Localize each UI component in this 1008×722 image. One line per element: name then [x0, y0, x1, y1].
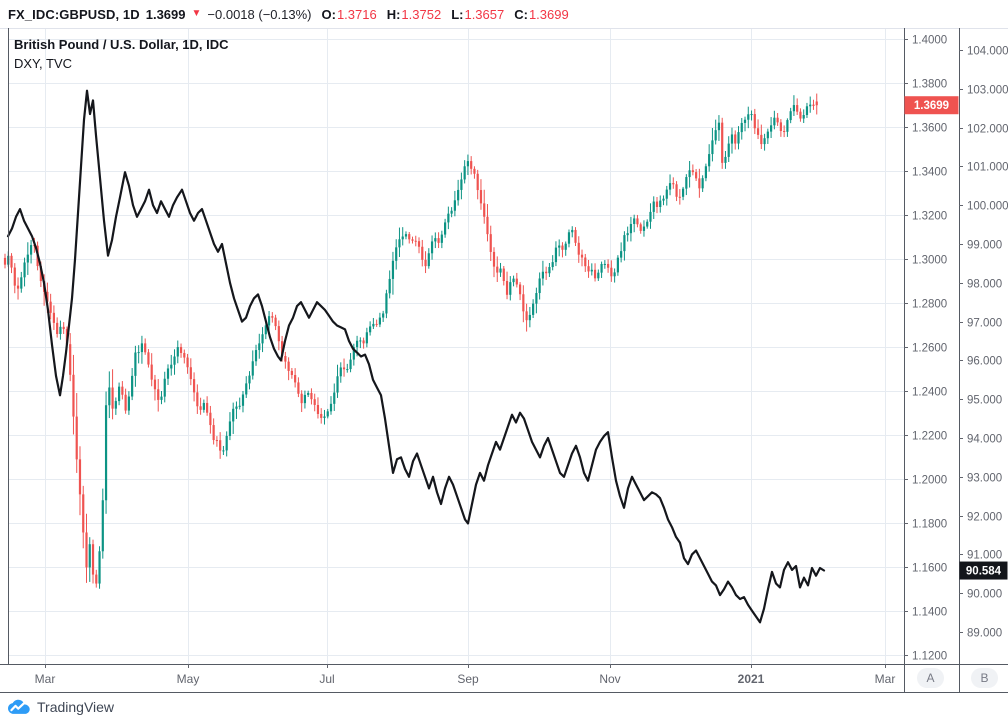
down-triangle-icon: ▼	[191, 8, 202, 19]
tradingview-attribution[interactable]: TradingView	[7, 699, 114, 715]
svg-text:92.000: 92.000	[967, 512, 1002, 524]
svg-text:1.1600: 1.1600	[912, 563, 947, 575]
high-value: 1.3752	[401, 6, 442, 22]
svg-text:90.000: 90.000	[967, 589, 1002, 601]
dxy-line-series	[6, 89, 826, 624]
legend-main-series[interactable]: British Pound / U.S. Dollar, 1D, IDC	[14, 37, 229, 52]
svg-text:1.3400: 1.3400	[912, 167, 947, 179]
svg-text:1.3699: 1.3699	[914, 100, 949, 112]
low-label: L:	[451, 6, 464, 22]
gbpusd-price-label: 1.3699	[904, 96, 959, 115]
ohlc-close: C:1.3699	[514, 7, 568, 22]
low-value: 1.3657	[464, 6, 505, 22]
svg-text:Mar: Mar	[35, 672, 56, 686]
tradingview-logo-icon	[8, 699, 30, 714]
svg-text:1.2200: 1.2200	[912, 431, 947, 443]
svg-text:93.000: 93.000	[967, 473, 1002, 485]
time-axis[interactable]: Mar May Jul Sep Nov 2021 Mar	[35, 664, 896, 686]
svg-text:Jul: Jul	[319, 672, 334, 686]
svg-text:1.3600: 1.3600	[912, 123, 947, 135]
svg-text:94.000: 94.000	[967, 434, 1002, 446]
svg-text:96.000: 96.000	[967, 356, 1002, 368]
high-label: H:	[386, 6, 401, 22]
svg-text:91.000: 91.000	[967, 550, 1002, 562]
price-axis-dxy[interactable]: 89.000 90.000 91.000 92.000 93.000 94.000 95.0…	[959, 46, 1008, 640]
ohlc-high: H:1.3752	[387, 7, 441, 22]
axis-a-button[interactable]: A	[917, 668, 944, 688]
svg-text:Nov: Nov	[599, 672, 620, 686]
svg-text:99.000: 99.000	[967, 240, 1002, 252]
svg-text:95.000: 95.000	[967, 395, 1002, 407]
svg-text:Mar: Mar	[875, 672, 896, 686]
svg-text:1.2000: 1.2000	[912, 475, 947, 487]
svg-text:May: May	[177, 672, 200, 686]
symbol-title[interactable]: FX_IDC:GBPUSD, 1D	[8, 6, 140, 22]
close-label: C:	[514, 6, 528, 22]
svg-text:1.1200: 1.1200	[912, 651, 947, 663]
svg-text:100.000: 100.000	[967, 201, 1008, 213]
ohlc-low: L:1.3657	[451, 7, 504, 22]
close-value: 1.3699	[528, 6, 569, 22]
svg-text:1.2400: 1.2400	[912, 387, 947, 399]
legend-overlay-series[interactable]: DXY, TVC	[14, 56, 73, 71]
ohlc-open: O:1.3716	[321, 7, 376, 22]
svg-text:101.000: 101.000	[967, 162, 1008, 174]
price-axis-gbpusd[interactable]: 1.1200 1.1400 1.1600 1.1800 1.2000 1.2200 1.24…	[904, 35, 947, 663]
svg-text:1.3800: 1.3800	[912, 79, 947, 91]
svg-text:98.000: 98.000	[967, 279, 1002, 291]
svg-text:1.1400: 1.1400	[912, 607, 947, 619]
svg-text:1.3200: 1.3200	[912, 211, 947, 223]
open-value: 1.3716	[336, 6, 377, 22]
gbpusd-candlestick-series	[3, 93, 818, 589]
svg-text:2021: 2021	[738, 672, 765, 686]
svg-text:1.2800: 1.2800	[912, 299, 947, 311]
last-price: 1.3699	[145, 6, 186, 22]
open-label: O:	[321, 6, 336, 22]
axis-b-button[interactable]: B	[971, 668, 998, 688]
svg-text:90.584: 90.584	[966, 566, 1002, 578]
legend: British Pound / U.S. Dollar, 1D, IDC DXY…	[14, 35, 229, 73]
svg-text:104.000: 104.000	[967, 46, 1008, 58]
symbol-info-bar: FX_IDC:GBPUSD, 1D 1.3699 ▼ −0.0018 (−0.1…	[0, 0, 1008, 28]
brand-name: TradingView	[37, 699, 115, 715]
svg-text:102.000: 102.000	[967, 124, 1008, 136]
price-change: −0.0018 (−0.13%)	[207, 6, 312, 22]
svg-text:97.000: 97.000	[967, 318, 1002, 330]
svg-text:Sep: Sep	[457, 672, 479, 686]
svg-text:1.3000: 1.3000	[912, 255, 947, 267]
svg-text:89.000: 89.000	[967, 628, 1002, 640]
svg-text:1.4000: 1.4000	[912, 35, 947, 47]
svg-text:1.2600: 1.2600	[912, 343, 947, 355]
svg-text:1.1800: 1.1800	[912, 519, 947, 531]
dxy-price-label: 90.584	[959, 561, 1008, 580]
svg-text:103.000: 103.000	[967, 85, 1008, 97]
